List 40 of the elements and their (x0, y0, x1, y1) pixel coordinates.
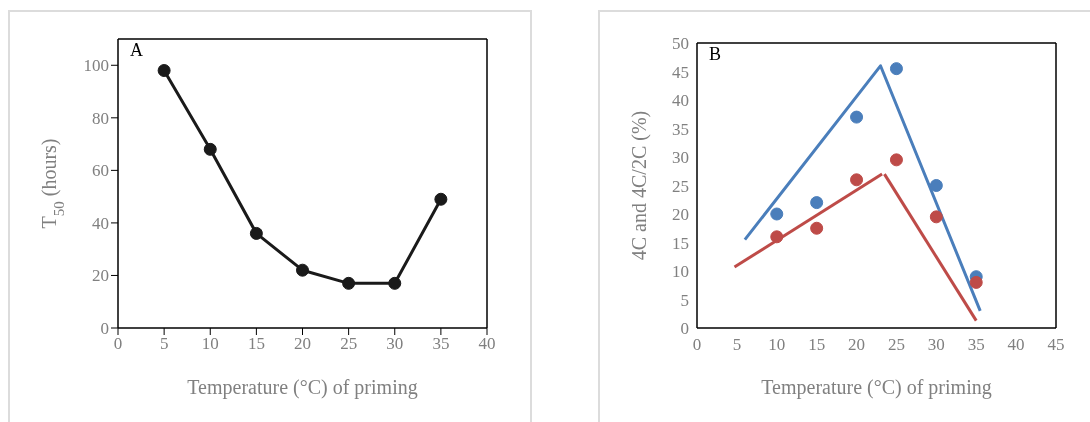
x-tick-label: 40 (1007, 335, 1025, 355)
y-tick-label: 100 (83, 56, 109, 76)
y-tick-label: 25 (672, 176, 689, 196)
x-tick-label: 0 (113, 334, 123, 354)
y-tick-label: 35 (672, 119, 689, 139)
y-tick-label: 40 (672, 91, 689, 111)
y-tick-label: 20 (92, 266, 109, 286)
y-tick-label: 45 (672, 62, 689, 82)
y-tick-label: 0 (100, 319, 109, 339)
x-tick-label: 25 (340, 334, 358, 354)
y-axis-title: 4C and 4C/2C (%) (628, 110, 651, 261)
annotation: A (130, 40, 143, 61)
x-tick-label: 15 (808, 335, 826, 355)
x-tick-label: 30 (927, 335, 945, 355)
y-tick-label: 80 (92, 108, 109, 128)
y-tick-label: 0 (680, 319, 689, 339)
y-tick-label: 15 (672, 233, 689, 253)
x-tick-label: 5 (732, 335, 742, 355)
x-axis-title: Temperature (°C) of priming (761, 376, 992, 399)
x-tick-label: 15 (247, 334, 265, 354)
annotation: B (709, 44, 722, 65)
x-tick-label: 10 (201, 334, 219, 354)
x-tick-label: 30 (386, 334, 404, 354)
y-tick-label: 30 (672, 148, 689, 168)
x-tick-label: 10 (768, 335, 786, 355)
x-tick-label: 20 (294, 334, 311, 354)
y-tick-label: 40 (92, 213, 109, 233)
x-tick-label: 5 (159, 334, 169, 354)
y-tick-label: 60 (92, 161, 109, 181)
x-axis-title: Temperature (°C) of priming (187, 376, 418, 399)
y-tick-label: 10 (672, 262, 689, 282)
x-tick-label: 25 (887, 335, 905, 355)
x-tick-label: 20 (848, 335, 866, 355)
y-tick-label: 20 (672, 205, 689, 225)
x-tick-label: 40 (478, 334, 496, 354)
x-tick-label: 35 (432, 334, 450, 354)
y-tick-label: 50 (672, 34, 689, 54)
x-tick-label: 35 (967, 335, 985, 355)
x-tick-label: 45 (1047, 335, 1065, 355)
y-tick-label: 5 (680, 290, 689, 310)
